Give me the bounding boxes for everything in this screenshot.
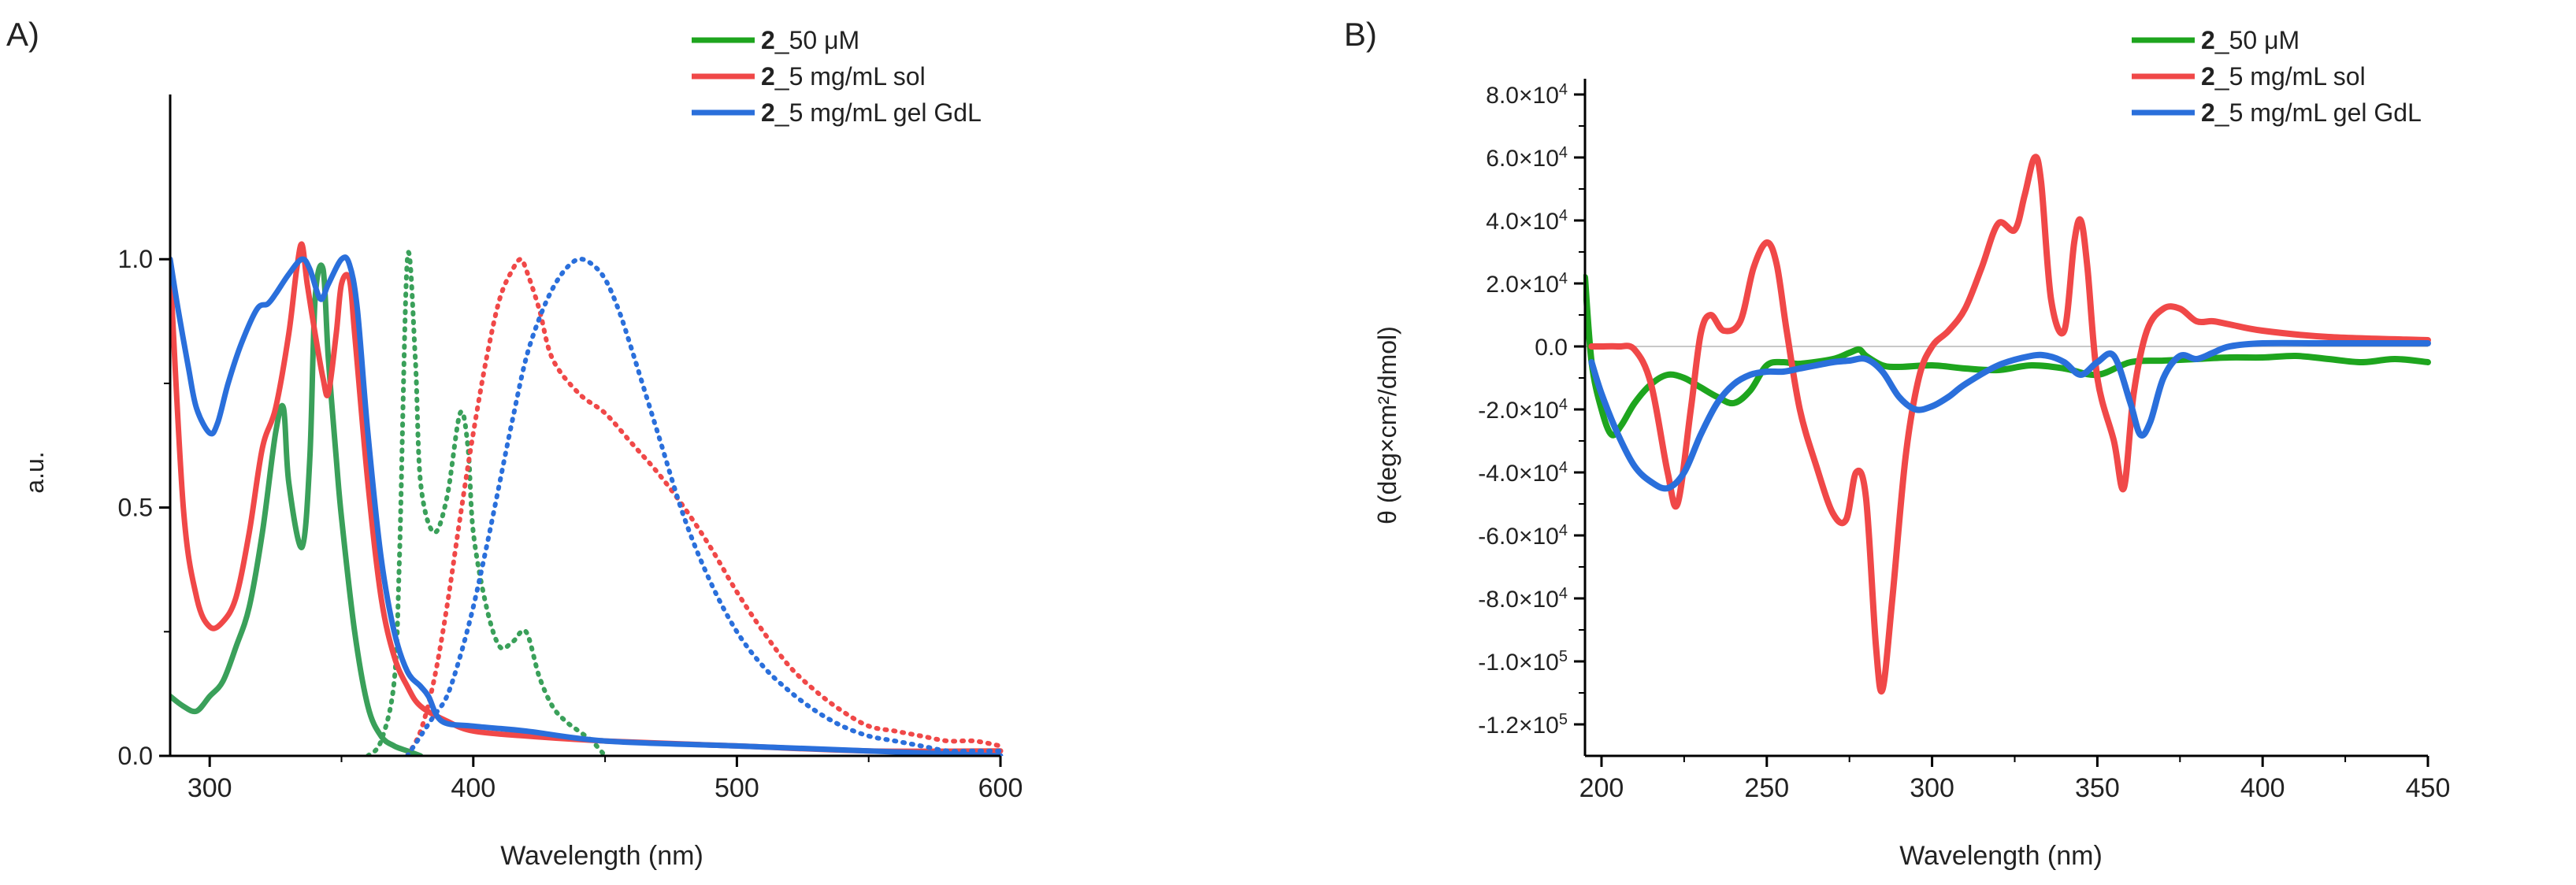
panel-b-axes: [1583, 79, 2428, 757]
panel-b-legend-label: 2_5 mg/mL gel GdL: [2201, 98, 2422, 127]
panel-b-y-tick-label: 6.0×104: [1486, 144, 1568, 172]
panel-b: B) θ (deg×cm²/dmol) Wavelength (nm) 200 2…: [1344, 16, 2450, 871]
panel-b-ticks: 200 250 300 350 400 450 8.0×104 6.0×104 4.0×104 2…: [1478, 81, 2450, 803]
panel-b-series-line-2-5-mg-ml-gel-gdl: [1588, 339, 2431, 492]
panel-b-legend-label: 2_5 mg/mL sol: [2201, 62, 2366, 91]
panel-a-axes: [169, 94, 1000, 757]
panel-b-x-tick-label: 300: [1910, 773, 1954, 803]
panel-b-y-tick-label: 8.0×104: [1486, 81, 1568, 109]
panel-b-x-tick-label: 450: [2406, 773, 2451, 803]
panel-b-y-tick-label: -1.2×105: [1478, 711, 1568, 739]
panel-a-series-line-2-5-mg-ml-sol-absorption: [169, 241, 1004, 754]
panel-b-y-tick-label: -4.0×104: [1478, 459, 1568, 487]
panel-a-x-tick-label: 600: [978, 773, 1023, 803]
panel-b-y-tick-label: -2.0×104: [1478, 396, 1568, 424]
panel-a-ticks: 300 400 500 600 0.0 0.5 1.0: [118, 245, 1023, 803]
panel-a-legend: 2_50 μM 2_5 mg/mL sol 2_5 mg/mL gel GdL: [692, 26, 982, 127]
panel-a-x-tick-label: 500: [715, 773, 759, 803]
panel-b-label: B): [1344, 16, 1377, 53]
panel-a-legend-label: 2_50 μM: [761, 26, 859, 54]
panel-a-series: [169, 241, 1004, 756]
panel-b-x-tick-label: 350: [2075, 773, 2120, 803]
panel-b-x-axis-label: Wavelength (nm): [1899, 841, 2103, 871]
panel-a-series-line-2-5-mg-ml-sol-emission: [405, 257, 1003, 756]
panel-b-y-tick-label: -1.0×105: [1478, 648, 1568, 676]
panel-b-series: [1583, 154, 2431, 695]
panel-b-y-tick-label: -6.0×104: [1478, 522, 1568, 550]
panel-a-x-tick-label: 400: [451, 773, 496, 803]
panel-b-x-tick-label: 200: [1579, 773, 1624, 803]
panel-a: A) a.u. Wavelength (nm) 300 400 500 600 0.0 0…: [6, 16, 1023, 871]
panel-b-series-line-2-5-mg-ml-sol: [1588, 154, 2431, 695]
panel-b-y-tick-label: 4.0×104: [1486, 207, 1568, 235]
panel-b-legend-label: 2_50 μM: [2201, 26, 2299, 54]
panel-a-series-line-2-50-m-emission: [366, 250, 608, 756]
panel-b-y-axis-label: θ (deg×cm²/dmol): [1373, 326, 1401, 524]
panel-b-y-tick-label: 0.0: [1535, 335, 1568, 361]
panel-a-series-line-2-5-mg-ml-gel-gdl-absorption: [169, 254, 1004, 756]
panel-a-legend-label: 2_5 mg/mL gel GdL: [761, 98, 982, 127]
panel-a-label: A): [6, 16, 39, 53]
panel-a-x-tick-label: 300: [187, 773, 232, 803]
panel-a-legend-label: 2_5 mg/mL sol: [761, 62, 926, 91]
panel-b-legend: 2_50 μM 2_5 mg/mL sol 2_5 mg/mL gel GdL: [2132, 26, 2422, 127]
panel-a-x-axis-label: Wavelength (nm): [500, 841, 703, 871]
panel-a-y-axis-label: a.u.: [20, 451, 49, 493]
panel-b-x-tick-label: 400: [2240, 773, 2285, 803]
panel-b-x-tick-label: 250: [1744, 773, 1789, 803]
panel-a-y-tick-label: 0.5: [118, 494, 153, 522]
panel-b-y-tick-label: 2.0×104: [1486, 270, 1568, 298]
panel-a-series-line-2-50-m-absorption: [169, 262, 424, 756]
panel-b-y-tick-label: -8.0×104: [1478, 585, 1568, 613]
panel-a-y-tick-label: 0.0: [118, 742, 153, 770]
panel-a-y-tick-label: 1.0: [118, 245, 153, 273]
panel-a-series-line-2-5-mg-ml-gel-gdl-emission: [405, 257, 1003, 756]
